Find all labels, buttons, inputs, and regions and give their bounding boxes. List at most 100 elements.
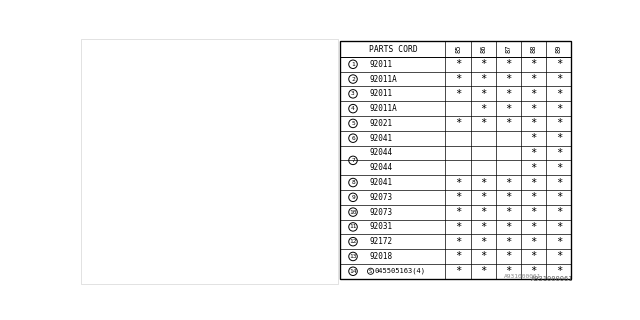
Text: *: * — [455, 192, 461, 202]
Text: 14: 14 — [349, 269, 356, 274]
Text: *: * — [455, 237, 461, 247]
Text: 5: 5 — [351, 121, 355, 126]
Text: *: * — [506, 207, 511, 217]
Text: *: * — [556, 59, 562, 69]
Text: *: * — [556, 118, 562, 128]
Text: *: * — [531, 163, 537, 173]
Text: *: * — [531, 118, 537, 128]
Text: 86: 86 — [480, 45, 486, 53]
Text: 8: 8 — [351, 180, 355, 185]
Text: *: * — [480, 178, 486, 188]
Text: *: * — [455, 59, 461, 69]
Text: *: * — [480, 207, 486, 217]
Text: S: S — [369, 269, 372, 274]
Text: *: * — [531, 222, 537, 232]
Text: PARTS CORD: PARTS CORD — [369, 45, 417, 54]
Text: *: * — [531, 266, 537, 276]
Text: *: * — [506, 104, 511, 114]
Text: 92031: 92031 — [370, 222, 393, 231]
Text: *: * — [455, 252, 461, 261]
Text: *: * — [556, 192, 562, 202]
Text: *: * — [455, 74, 461, 84]
Text: 92011A: 92011A — [370, 75, 397, 84]
Text: *: * — [556, 74, 562, 84]
Text: 88: 88 — [531, 45, 536, 53]
Text: A931000061: A931000061 — [531, 276, 573, 283]
Text: 85: 85 — [455, 45, 461, 53]
Text: *: * — [506, 59, 511, 69]
Text: *: * — [455, 222, 461, 232]
Text: *: * — [531, 104, 537, 114]
Text: 92018: 92018 — [370, 252, 393, 261]
Text: 4: 4 — [351, 106, 355, 111]
Text: 13: 13 — [349, 254, 356, 259]
Text: *: * — [531, 148, 537, 158]
Text: *: * — [506, 266, 511, 276]
Text: 10: 10 — [349, 210, 356, 215]
Text: *: * — [531, 252, 537, 261]
Text: *: * — [480, 59, 486, 69]
Text: *: * — [556, 148, 562, 158]
Text: *: * — [531, 207, 537, 217]
Text: *: * — [531, 192, 537, 202]
Text: *: * — [455, 118, 461, 128]
Text: *: * — [506, 74, 511, 84]
Text: *: * — [455, 207, 461, 217]
Text: 92073: 92073 — [370, 208, 393, 217]
Text: *: * — [455, 178, 461, 188]
Text: *: * — [480, 89, 486, 99]
Text: 3: 3 — [351, 91, 355, 96]
Text: 92172: 92172 — [370, 237, 393, 246]
Text: *: * — [506, 192, 511, 202]
Text: *: * — [556, 89, 562, 99]
Text: *: * — [480, 252, 486, 261]
Text: *: * — [480, 74, 486, 84]
Text: 1: 1 — [351, 62, 355, 67]
Text: *: * — [531, 178, 537, 188]
Text: *: * — [556, 252, 562, 261]
Text: 92073: 92073 — [370, 193, 393, 202]
Text: *: * — [531, 59, 537, 69]
Text: *: * — [556, 104, 562, 114]
Text: *: * — [506, 252, 511, 261]
Text: 92011: 92011 — [370, 89, 393, 98]
Text: *: * — [556, 222, 562, 232]
Bar — [340, 42, 572, 279]
Text: 9: 9 — [351, 195, 355, 200]
Text: A931000061: A931000061 — [504, 274, 541, 279]
Text: *: * — [480, 266, 486, 276]
Text: 7: 7 — [351, 158, 355, 163]
Text: 11: 11 — [349, 224, 356, 229]
Text: *: * — [556, 163, 562, 173]
Text: 87: 87 — [506, 45, 511, 53]
Text: *: * — [480, 104, 486, 114]
Text: 12: 12 — [349, 239, 356, 244]
Text: 92041: 92041 — [370, 134, 393, 143]
Text: 89: 89 — [556, 45, 562, 53]
Text: 92041: 92041 — [370, 178, 393, 187]
Text: *: * — [531, 89, 537, 99]
Text: *: * — [556, 237, 562, 247]
Text: 92044: 92044 — [370, 148, 393, 157]
Text: 92011: 92011 — [370, 60, 393, 69]
Text: *: * — [531, 74, 537, 84]
Text: 2: 2 — [351, 76, 355, 82]
Text: 92011A: 92011A — [370, 104, 397, 113]
Text: *: * — [531, 133, 537, 143]
Text: *: * — [556, 178, 562, 188]
Text: *: * — [480, 237, 486, 247]
Text: 045505163(4): 045505163(4) — [374, 268, 426, 275]
Text: *: * — [506, 237, 511, 247]
Text: *: * — [556, 133, 562, 143]
Text: *: * — [506, 222, 511, 232]
Text: *: * — [455, 89, 461, 99]
Text: *: * — [531, 237, 537, 247]
Text: *: * — [480, 192, 486, 202]
Text: *: * — [506, 118, 511, 128]
Text: *: * — [506, 89, 511, 99]
Text: *: * — [506, 178, 511, 188]
Text: *: * — [480, 222, 486, 232]
Text: *: * — [556, 266, 562, 276]
Text: *: * — [480, 118, 486, 128]
Bar — [81, 39, 338, 284]
